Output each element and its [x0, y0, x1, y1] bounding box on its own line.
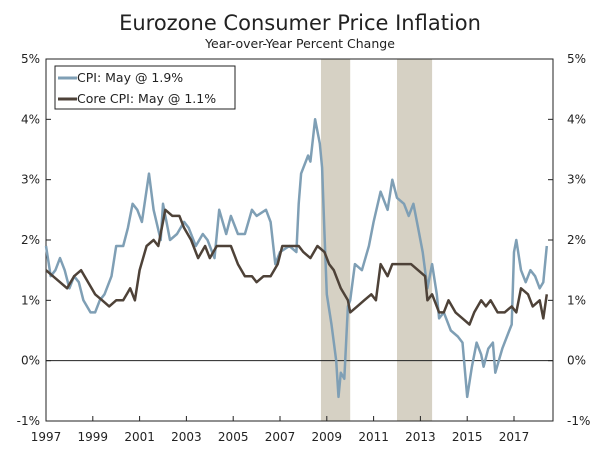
x-tick-label: 2011	[358, 430, 389, 444]
y-tick-label-right: 3%	[567, 173, 586, 187]
chart-title: Eurozone Consumer Price Inflation	[119, 11, 481, 35]
legend-label: CPI: May @ 1.9%	[77, 70, 183, 85]
x-tick-label: 2009	[312, 430, 343, 444]
series-line-core-cpi	[45, 208, 549, 326]
x-tick-label: 1999	[78, 430, 109, 444]
x-tick-label: 2015	[452, 430, 483, 444]
x-tick-label: 2007	[265, 430, 296, 444]
plot-frame	[45, 58, 554, 422]
legend-label: Core CPI: May @ 1.1%	[77, 91, 216, 106]
x-tick-label: 2003	[171, 430, 202, 444]
recession-shade	[397, 59, 433, 421]
y-tick-label-right: 1%	[567, 293, 586, 307]
y-tick-label-right: 4%	[567, 112, 586, 126]
x-tick-label: 2005	[218, 430, 249, 444]
x-tick-label: 2017	[499, 430, 530, 444]
x-tick-label: 2001	[124, 430, 155, 444]
y-tick-label-left: 3%	[21, 173, 40, 187]
y-tick-label-right: 2%	[567, 233, 586, 247]
y-tick-label-left: 2%	[21, 233, 40, 247]
y-tick-label-left: 1%	[21, 293, 40, 307]
y-tick-label-left: 5%	[21, 52, 40, 66]
chart-subtitle: Year-over-Year Percent Change	[204, 36, 395, 51]
y-tick-label-left: -1%	[17, 414, 40, 428]
legend: CPI: May @ 1.9% Core CPI: May @ 1.1%	[54, 65, 236, 110]
x-tick-label: 2013	[405, 430, 436, 444]
x-tick-label: 1997	[31, 430, 62, 444]
series-line-cpi	[44, 118, 549, 399]
y-tick-label-left: 4%	[21, 112, 40, 126]
y-tick-label-right: 0%	[567, 354, 586, 368]
y-tick-label-left: 0%	[21, 354, 40, 368]
y-tick-label-right: -1%	[567, 414, 590, 428]
y-tick-label-right: 5%	[567, 52, 586, 66]
legend-box	[54, 65, 236, 110]
